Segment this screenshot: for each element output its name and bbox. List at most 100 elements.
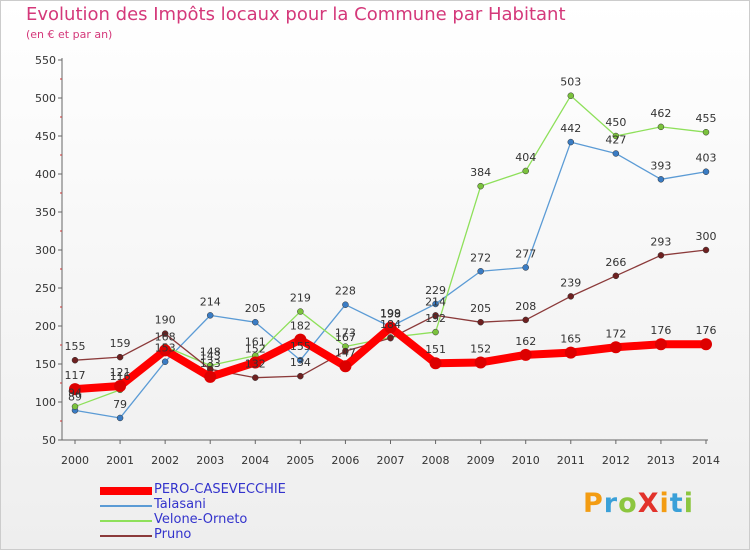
x-tick-label: 2014 xyxy=(692,454,720,467)
data-point xyxy=(612,150,620,157)
y-tick-label: 50 xyxy=(42,434,56,447)
data-label: 503 xyxy=(560,76,581,89)
data-point xyxy=(432,312,439,319)
logo-letter: t xyxy=(669,488,684,519)
data-point xyxy=(114,380,127,393)
data-point xyxy=(116,353,124,361)
data-label: 404 xyxy=(515,151,536,164)
data-label: 427 xyxy=(605,133,626,146)
data-point xyxy=(657,176,665,183)
legend-label: Velone-Orneto xyxy=(154,512,248,527)
data-label: 205 xyxy=(245,302,266,315)
data-label: 162 xyxy=(515,335,536,348)
x-tick-label: 2012 xyxy=(602,454,630,467)
data-point xyxy=(700,338,712,351)
proxiti-logo: ProXiti xyxy=(583,488,694,519)
data-point xyxy=(204,370,217,383)
data-point xyxy=(567,293,575,300)
data-point xyxy=(612,272,620,280)
chart-title: Evolution des Impôts locaux pour la Comm… xyxy=(26,4,566,25)
data-label: 152 xyxy=(245,342,266,355)
data-label: 199 xyxy=(380,307,401,320)
data-point xyxy=(161,330,169,337)
data-label: 134 xyxy=(290,356,311,369)
legend-label: PERO-CASEVECCHIE xyxy=(154,482,286,497)
data-label: 228 xyxy=(335,285,356,298)
data-label: 155 xyxy=(65,340,86,353)
data-point xyxy=(294,333,307,346)
data-point xyxy=(342,347,349,355)
data-point xyxy=(522,264,529,271)
data-label: 272 xyxy=(470,251,491,264)
x-tick-label: 2013 xyxy=(647,454,675,467)
series-line xyxy=(74,141,707,419)
data-label: 229 xyxy=(425,284,446,297)
data-label: 384 xyxy=(470,166,491,179)
y-tick-label: 100 xyxy=(35,396,56,409)
data-point xyxy=(474,356,487,369)
data-point xyxy=(657,252,665,259)
legend-label: Pruno xyxy=(154,527,192,542)
data-point xyxy=(519,348,532,361)
series-layer xyxy=(69,92,712,422)
logo-letter: r xyxy=(603,488,619,519)
data-label: 300 xyxy=(696,230,717,243)
data-label: 214 xyxy=(200,295,221,308)
data-point xyxy=(567,92,575,99)
data-point xyxy=(612,132,620,140)
data-point xyxy=(432,300,439,308)
data-label: 192 xyxy=(425,312,446,325)
data-label: 455 xyxy=(696,112,717,125)
data-point xyxy=(206,312,214,319)
data-point xyxy=(161,358,169,365)
data-label: 277 xyxy=(515,247,536,260)
data-label: 94 xyxy=(68,387,82,400)
data-label: 159 xyxy=(110,337,131,350)
series-pruno xyxy=(71,246,710,381)
data-label: 219 xyxy=(290,292,311,305)
data-label: 148 xyxy=(200,346,221,359)
data-label: 393 xyxy=(650,159,671,172)
data-label: 462 xyxy=(650,107,671,120)
data-label: 214 xyxy=(425,295,446,308)
data-point xyxy=(522,316,529,324)
data-label: 167 xyxy=(335,331,356,344)
data-point xyxy=(564,346,577,359)
chart-axes: 50 100 150 200 250 300 350 400 450 500 550 2000 2001… xyxy=(35,54,720,467)
x-tick-label: 2004 xyxy=(241,454,269,467)
data-point xyxy=(71,403,79,410)
data-label: 442 xyxy=(560,122,581,135)
data-point xyxy=(71,356,79,364)
data-point xyxy=(657,123,665,131)
data-label: 165 xyxy=(560,333,581,346)
data-point xyxy=(252,318,259,326)
data-point xyxy=(297,356,304,364)
x-tick-label: 2011 xyxy=(557,454,585,467)
logo-letter: i xyxy=(659,488,670,519)
x-tick-label: 2003 xyxy=(196,454,224,467)
x-tick-label: 2009 xyxy=(467,454,495,467)
data-label: 155 xyxy=(290,340,311,353)
data-point xyxy=(297,308,304,315)
y-tick-label: 400 xyxy=(35,168,56,181)
legend-swatch xyxy=(100,487,152,495)
data-label: 153 xyxy=(155,342,176,355)
data-label: 293 xyxy=(650,235,671,248)
data-label: 133 xyxy=(200,357,221,370)
data-label: 121 xyxy=(110,366,131,379)
x-tick-label: 2002 xyxy=(151,454,179,467)
data-point xyxy=(432,328,439,336)
data-label: 184 xyxy=(380,318,401,331)
data-point xyxy=(252,374,259,381)
x-tick-label: 2010 xyxy=(512,454,540,467)
chart-subtitle: (en € et par an) xyxy=(26,28,113,41)
data-point xyxy=(702,128,710,136)
data-label: 168 xyxy=(155,330,176,343)
data-label: 117 xyxy=(65,369,86,382)
data-point xyxy=(477,268,484,275)
data-label: 403 xyxy=(696,152,717,165)
data-label: 152 xyxy=(470,342,491,355)
data-point xyxy=(567,138,575,146)
data-point xyxy=(702,246,710,254)
